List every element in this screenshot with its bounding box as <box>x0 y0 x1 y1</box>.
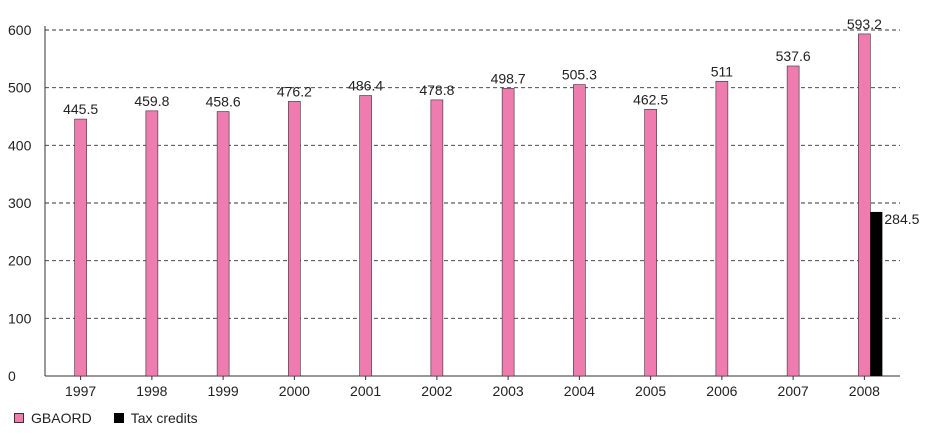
bar-gbaord <box>74 118 87 377</box>
bar-gbaord <box>715 81 729 377</box>
data-label-gbaord: 445.5 <box>63 101 98 117</box>
x-tick-label: 2000 <box>279 383 310 399</box>
legend-swatch-tax-credits <box>113 413 124 423</box>
bar-gbaord <box>644 108 657 377</box>
x-tick-label: 2003 <box>493 383 524 399</box>
x-tick-label: 2008 <box>849 383 880 399</box>
data-label-gbaord: 486.4 <box>348 78 383 94</box>
legend-item-gbaord: GBAORD <box>14 410 92 426</box>
y-tick-label: 400 <box>8 137 32 153</box>
bar-gbaord <box>501 88 515 377</box>
bar-gbaord <box>786 65 800 377</box>
y-tick-label: 0 <box>8 368 16 384</box>
data-label-gbaord: 458.6 <box>206 94 241 110</box>
data-label-gbaord: 462.5 <box>633 91 668 107</box>
bar-gbaord <box>145 110 159 377</box>
bar-gbaord <box>430 99 444 377</box>
data-label-gbaord: 511 <box>711 63 734 79</box>
x-tick-label: 1999 <box>208 383 239 399</box>
x-tick-label: 2007 <box>778 383 809 399</box>
x-tick-label: 2001 <box>350 383 381 399</box>
y-tick-label: 100 <box>8 310 32 326</box>
data-label-gbaord: 478.8 <box>419 82 454 98</box>
data-label-gbaord: 593.2 <box>847 16 882 32</box>
y-tick-label: 300 <box>8 195 32 211</box>
x-tick-label: 2004 <box>564 383 595 399</box>
legend-swatch-gbaord <box>14 413 24 423</box>
bar-gbaord <box>216 111 230 377</box>
bar-gbaord <box>288 101 301 377</box>
data-label-gbaord: 498.7 <box>491 70 526 86</box>
bar-gbaord <box>573 84 586 377</box>
x-tick-label: 2005 <box>635 383 666 399</box>
bar-gbaord <box>359 95 372 377</box>
bar-gbaord <box>858 33 871 377</box>
data-label-gbaord: 505.3 <box>562 67 597 83</box>
legend-label-tax-credits: Tax credits <box>130 410 198 426</box>
chart-legend: GBAORD Tax credits <box>14 410 220 426</box>
y-tick-label: 200 <box>8 253 32 269</box>
x-tick-label: 2006 <box>706 383 737 399</box>
data-label-gbaord: 459.8 <box>134 93 169 109</box>
x-tick-label: 1998 <box>136 383 167 399</box>
data-label-tax-credits: 284.5 <box>884 211 919 227</box>
y-tick-label: 500 <box>8 80 32 96</box>
legend-label-gbaord: GBAORD <box>31 410 92 426</box>
data-label-gbaord: 476.2 <box>277 83 312 99</box>
x-tick-label: 1997 <box>65 383 96 399</box>
y-tick-label: 600 <box>8 22 32 38</box>
bar-tax-credits <box>870 211 883 376</box>
x-tick-label: 2002 <box>421 383 452 399</box>
data-label-gbaord: 537.6 <box>776 48 811 64</box>
legend-item-tax-credits: Tax credits <box>113 410 198 426</box>
